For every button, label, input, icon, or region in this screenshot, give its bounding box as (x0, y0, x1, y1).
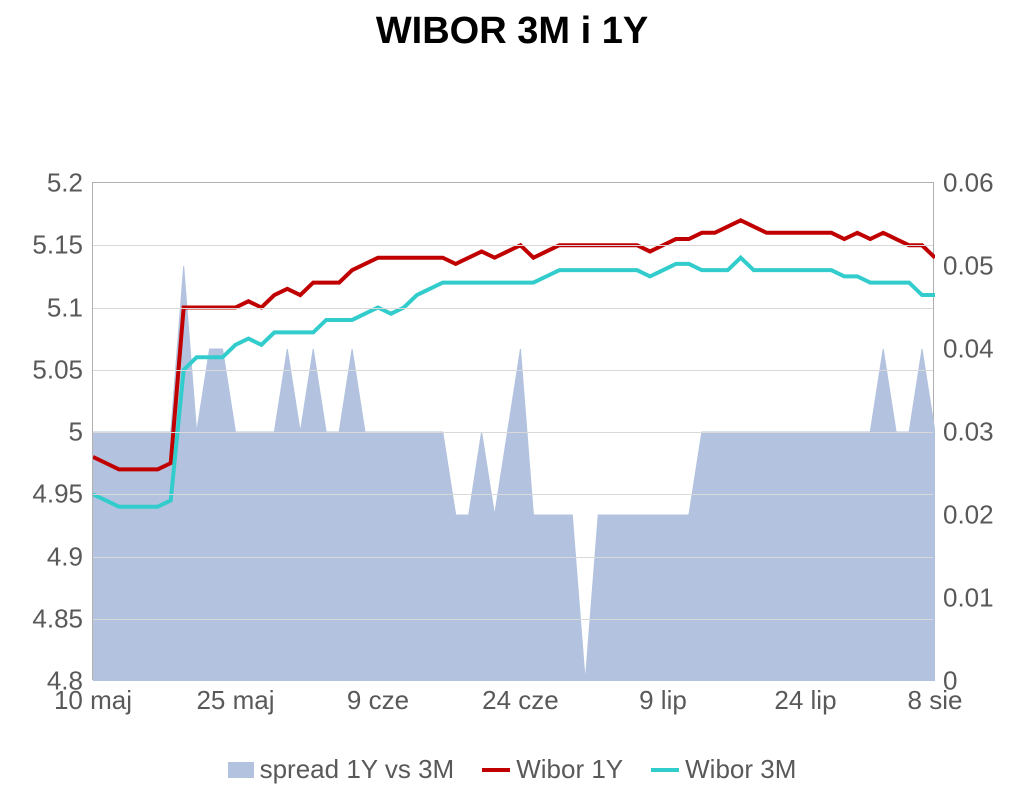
y-right-label: 0.03 (943, 417, 994, 448)
y-left-label: 5 (69, 417, 83, 448)
plot-area: 4.84.854.94.9555.055.15.155.200.010.020.… (92, 182, 934, 680)
gridline (93, 557, 933, 558)
x-label: 9 cze (347, 685, 409, 716)
y-left-label: 5.1 (47, 292, 83, 323)
chart-container: WIBOR 3M i 1Y 4.84.854.94.9555.055.15.15… (0, 0, 1024, 791)
legend-label: spread 1Y vs 3M (260, 754, 455, 785)
legend-item-wibor3m: Wibor 3M (651, 754, 796, 785)
legend-item-spread: spread 1Y vs 3M (228, 754, 455, 785)
x-label: 25 maj (196, 685, 274, 716)
legend: spread 1Y vs 3M Wibor 1Y Wibor 3M (0, 754, 1024, 785)
gridline (93, 494, 933, 495)
y-right-label: 0.05 (943, 251, 994, 282)
legend-label: Wibor 3M (685, 754, 796, 785)
y-left-label: 5.2 (47, 168, 83, 199)
legend-swatch (482, 768, 510, 772)
legend-label: Wibor 1Y (516, 754, 623, 785)
legend-item-wibor1y: Wibor 1Y (482, 754, 623, 785)
y-left-label: 5.05 (32, 354, 83, 385)
y-right-label: 0.04 (943, 334, 994, 365)
x-label: 24 lip (774, 685, 836, 716)
x-label: 10 maj (54, 685, 132, 716)
x-label: 8 sie (908, 685, 963, 716)
y-left-label: 5.15 (32, 230, 83, 261)
legend-swatch (228, 762, 254, 778)
chart-title: WIBOR 3M i 1Y (0, 10, 1024, 53)
y-left-label: 4.9 (47, 541, 83, 572)
gridline (93, 619, 933, 620)
gridline (93, 370, 933, 371)
legend-swatch (651, 768, 679, 772)
x-label: 24 cze (482, 685, 559, 716)
y-left-label: 4.85 (32, 603, 83, 634)
gridline (93, 432, 933, 433)
gridline (93, 308, 933, 309)
y-left-label: 4.95 (32, 479, 83, 510)
gridline (93, 245, 933, 246)
y-right-label: 0.02 (943, 500, 994, 531)
x-label: 9 lip (639, 685, 687, 716)
y-right-label: 0.01 (943, 583, 994, 614)
y-right-label: 0.06 (943, 168, 994, 199)
